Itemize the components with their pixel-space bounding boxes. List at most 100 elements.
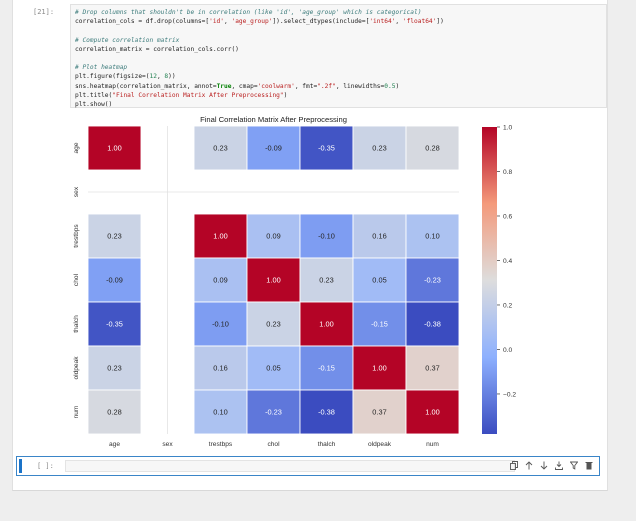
- colorbar-tick-label: 1.0: [503, 124, 512, 131]
- cell-value-label: 0.05: [266, 364, 280, 373]
- code-line: # Plot heatmap: [75, 63, 602, 72]
- code-token: 'id': [209, 18, 225, 26]
- heatmap-cell: [352, 389, 407, 435]
- code-token: )): [168, 73, 176, 81]
- heatmap-cell: [405, 257, 460, 303]
- cell-value-label: 0.16: [372, 232, 386, 241]
- heatmap-cell: [246, 213, 301, 259]
- code-token: "Final Correlation Matrix After Preproce…: [112, 91, 284, 99]
- copy-icon[interactable]: [510, 460, 518, 470]
- cell-value-label: -0.09: [106, 276, 123, 285]
- heatmap-cell: [193, 389, 248, 435]
- cell-prompt: [21]:: [33, 8, 55, 16]
- cell-value-label: 0.09: [266, 232, 280, 241]
- heatmap-cell: [246, 389, 301, 435]
- active-cell-indicator: [19, 459, 22, 473]
- heatmap-cell: [87, 345, 142, 391]
- code-token: 'int64': [369, 18, 396, 26]
- heatmap-cell: [246, 257, 301, 303]
- heatmap-cell: [87, 389, 142, 435]
- code-token: , cmap=: [231, 82, 258, 90]
- code-token: ,: [224, 18, 232, 26]
- code-token: , linewidths=: [335, 82, 385, 90]
- empty-code-cell[interactable]: [ ]:: [16, 456, 600, 476]
- heatmap-cell: [405, 345, 460, 391]
- code-token: 'coolwarm': [257, 82, 295, 90]
- cell-value-label: 0.23: [319, 276, 333, 285]
- x-tick-label: chol: [267, 441, 280, 448]
- code-token: sns.heatmap(correlation_matrix, annot=: [75, 82, 217, 90]
- code-line: plt.show(): [75, 100, 602, 109]
- heatmap-cell: [87, 301, 142, 347]
- code-token: ".2f": [317, 82, 336, 90]
- cell-value-label: -0.38: [424, 320, 441, 329]
- y-tick-label: sex: [73, 186, 80, 197]
- code-token: ]): [436, 18, 444, 26]
- cell-value-label: 1.00: [372, 364, 386, 373]
- cell-value-label: 0.23: [266, 320, 280, 329]
- cell-value-label: 1.00: [319, 320, 333, 329]
- code-token: plt.figure(figsize=(: [75, 73, 150, 81]
- move-down-icon[interactable]: [540, 460, 548, 470]
- cell-value-label: -0.10: [212, 320, 229, 329]
- heatmap-cell: [299, 345, 354, 391]
- cell-value-label: -0.10: [318, 232, 335, 241]
- code-line: # Compute correlation matrix: [75, 36, 602, 45]
- code-line: plt.figure(figsize=(12, 8)): [75, 72, 602, 81]
- colorbar-tick-label: 0.8: [503, 169, 512, 176]
- code-line: correlation_cols = df.drop(columns=['id'…: [75, 17, 602, 26]
- heatmap-cell: [193, 257, 248, 303]
- code-editor[interactable]: # Drop columns that shouldn't be in corr…: [70, 4, 607, 108]
- move-up-icon[interactable]: [525, 460, 533, 470]
- colorbar-tick-label: 0.4: [503, 258, 512, 265]
- cell-value-label: 1.00: [266, 276, 280, 285]
- empty-cell-input[interactable]: [65, 460, 515, 472]
- code-token: 12: [149, 73, 157, 81]
- heatmap-cell: [405, 125, 460, 171]
- x-tick-label: trestbps: [209, 441, 233, 448]
- cell-value-label: -0.35: [106, 320, 123, 329]
- heatmap-cell: [405, 389, 460, 435]
- y-tick-label: oldpeak: [73, 356, 80, 380]
- heatmap-cell: [299, 213, 354, 259]
- code-token: 0.5: [384, 82, 396, 90]
- code-token: plt.title(: [75, 91, 113, 99]
- y-tick-label: chol: [73, 273, 80, 286]
- code-token: ,: [156, 73, 165, 81]
- code-token: ): [395, 82, 400, 90]
- code-line: correlation_matrix = correlation_cols.co…: [75, 45, 602, 54]
- heatmap-cell: [299, 389, 354, 435]
- colorbar-tick-label: 0.6: [503, 213, 512, 220]
- code-token: # Plot heatmap: [75, 64, 128, 72]
- y-tick-label: num: [73, 405, 80, 418]
- chart-title: Final Correlation Matrix After Preproces…: [200, 115, 347, 124]
- heatmap-cell: [193, 345, 248, 391]
- heatmap-cell: [193, 125, 248, 171]
- code-token: 'float64': [402, 18, 437, 26]
- download-icon[interactable]: [555, 460, 563, 470]
- y-tick-label: age: [73, 142, 80, 153]
- cell-output: Final Correlation Matrix After Preproces…: [70, 110, 610, 455]
- code-token: 'age_group': [231, 18, 273, 26]
- cell-value-label: 0.37: [372, 408, 386, 417]
- code-line: sns.heatmap(correlation_matrix, annot=Tr…: [75, 82, 602, 91]
- heatmap-cell: [87, 213, 142, 259]
- cell-value-label: 0.10: [213, 408, 227, 417]
- heatmap-cell: [87, 125, 142, 171]
- code-token: ]).select_dtypes(include=[: [272, 18, 370, 26]
- delete-icon[interactable]: [585, 460, 593, 470]
- cell-value-label: 0.23: [372, 144, 386, 153]
- heatmap-cell: [87, 257, 142, 303]
- filter-icon[interactable]: [570, 460, 578, 470]
- cell-value-label: -0.09: [265, 144, 282, 153]
- empty-cell-prompt: [ ]:: [37, 462, 54, 470]
- colorbar-tick-label: 0.0: [503, 347, 512, 354]
- code-line: [75, 26, 602, 35]
- cell-toolbar: [510, 460, 593, 470]
- cell-value-label: 1.00: [107, 144, 121, 153]
- x-tick-label: sex: [162, 441, 173, 448]
- code-token: correlation_cols = df.drop(columns=[: [75, 18, 210, 26]
- x-tick-label: num: [426, 441, 439, 448]
- code-line: plt.title("Final Correlation Matrix Afte…: [75, 91, 602, 100]
- cell-value-label: 0.37: [425, 364, 439, 373]
